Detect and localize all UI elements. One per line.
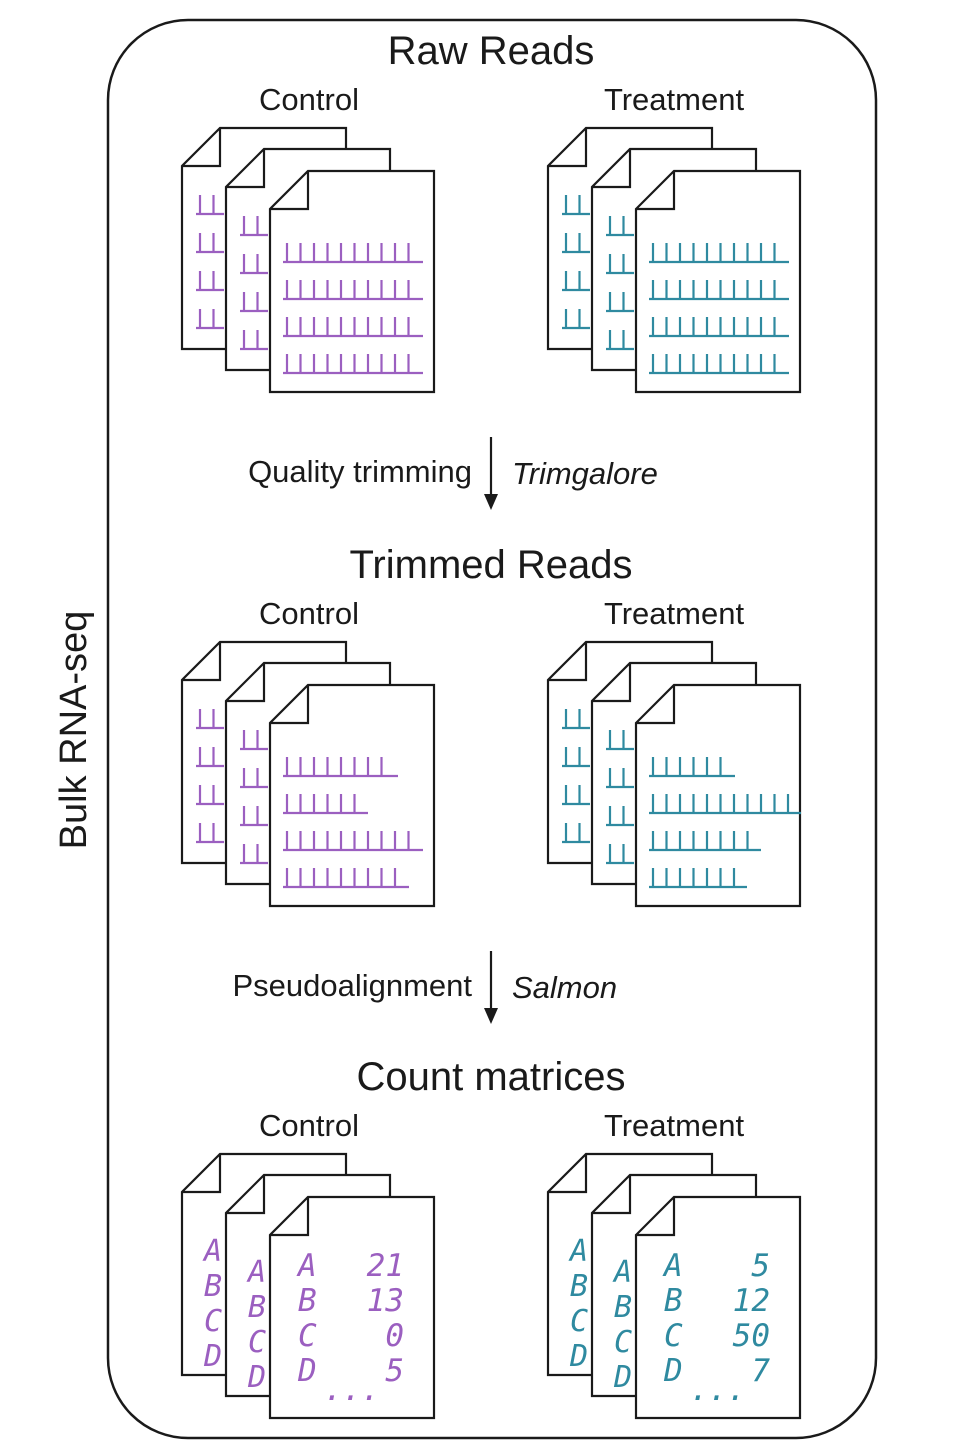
count-value: 5 — [385, 1353, 404, 1389]
gene-label: B — [248, 1290, 266, 1325]
step-label-pseudoalignment: Pseudoalignment — [232, 968, 472, 1003]
control-document-stack — [180, 126, 436, 394]
stage-title-count-matrices: Count matrices — [357, 1055, 626, 1099]
count-value: 7 — [751, 1353, 770, 1389]
gene-label: C — [248, 1325, 266, 1360]
gene-label: D — [613, 1360, 632, 1395]
count-value: 13 — [367, 1283, 404, 1319]
group-label-control: Control — [259, 596, 359, 631]
document-outline — [634, 1195, 802, 1420]
gene-label: D — [663, 1353, 683, 1389]
gene-label: A — [202, 1234, 222, 1269]
front-document — [634, 683, 802, 908]
gene-label: A — [568, 1234, 588, 1269]
group-label-treatment: Treatment — [604, 1108, 745, 1143]
count-value: 21 — [367, 1248, 404, 1284]
treatment-document-stack — [546, 640, 802, 908]
stage-title-raw-reads: Raw Reads — [388, 29, 595, 73]
front-document — [634, 169, 802, 394]
panel-frame — [106, 18, 878, 1440]
gene-label: B — [664, 1283, 683, 1319]
front-document: A 5 B 12 C 50 D 7... — [634, 1195, 802, 1420]
gene-label: D — [569, 1339, 588, 1374]
gene-label: B — [204, 1269, 222, 1304]
count-value: 5 — [751, 1248, 770, 1284]
gene-label: D — [297, 1353, 317, 1389]
gene-label: B — [298, 1283, 317, 1319]
step-tool-salmon: Salmon — [512, 970, 617, 1005]
gene-label: B — [614, 1290, 632, 1325]
gene-label: C — [614, 1325, 632, 1360]
step-label-quality-trimming: Quality trimming — [248, 454, 472, 489]
document-outline — [268, 1195, 436, 1420]
group-label-control: Control — [259, 1108, 359, 1143]
gene-label: A — [612, 1255, 632, 1290]
count-value: 50 — [733, 1318, 770, 1354]
control-document-stack — [180, 640, 436, 908]
gene-label: C — [570, 1304, 588, 1339]
count-value: 0 — [385, 1318, 404, 1354]
gene-label: D — [247, 1360, 266, 1395]
stage-title-trimmed-reads: Trimmed Reads — [349, 543, 632, 587]
arrow-head — [484, 494, 498, 510]
group-label-treatment: Treatment — [604, 82, 745, 117]
step-tool-trimgalore: Trimgalore — [512, 456, 658, 491]
front-document — [268, 683, 436, 908]
ellipsis: ... — [690, 1372, 746, 1408]
ellipsis: ... — [324, 1372, 380, 1408]
gene-label: A — [246, 1255, 266, 1290]
gene-label: C — [664, 1318, 683, 1354]
gene-label: C — [204, 1304, 222, 1339]
treatment-document-stack — [546, 126, 802, 394]
side-label: Bulk RNA-seq — [53, 611, 95, 850]
arrow-head — [484, 1008, 498, 1024]
count-value: 12 — [733, 1283, 770, 1319]
gene-label: B — [570, 1269, 588, 1304]
group-label-control: Control — [259, 82, 359, 117]
front-document: A 21 B 13 C 0 D 5... — [268, 1195, 436, 1420]
front-document — [268, 169, 436, 394]
group-label-treatment: Treatment — [604, 596, 745, 631]
gene-label: A — [296, 1248, 317, 1284]
gene-label: D — [203, 1339, 222, 1374]
gene-label: A — [662, 1248, 683, 1284]
gene-label: C — [298, 1318, 317, 1354]
